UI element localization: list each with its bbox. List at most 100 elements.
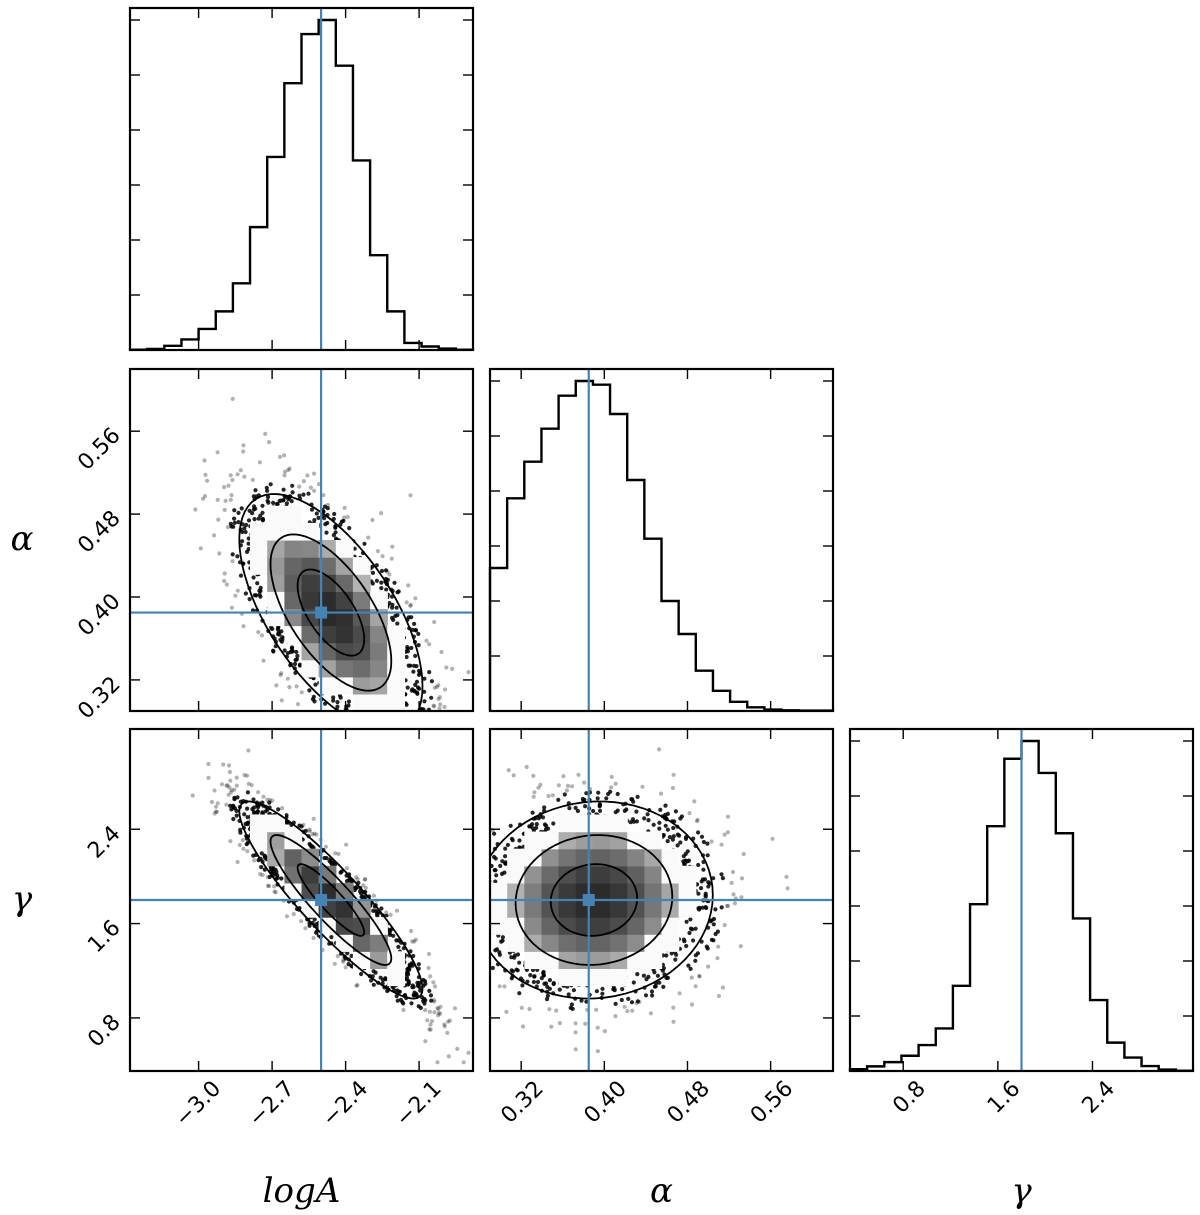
sample-point	[729, 880, 734, 886]
sample-point	[341, 959, 346, 964]
truth-marker	[582, 894, 595, 906]
sample-point	[188, 720, 192, 724]
sample-point	[716, 993, 722, 999]
sample-point	[665, 811, 671, 817]
sample-point	[407, 759, 411, 763]
sample-point	[612, 988, 617, 993]
sample-point	[256, 516, 261, 521]
sample-point	[315, 740, 319, 744]
sample-point	[425, 1018, 430, 1023]
sample-point	[461, 1060, 466, 1065]
sample-point	[688, 926, 694, 931]
sample-point	[258, 872, 263, 877]
sample-point	[332, 961, 337, 966]
sample-point	[386, 733, 390, 737]
sample-point	[339, 869, 344, 874]
sample-point	[671, 1005, 676, 1010]
sample-point	[370, 581, 375, 586]
density-cell	[541, 831, 560, 850]
sample-point	[329, 935, 334, 940]
density-cell	[592, 917, 611, 935]
sample-point	[556, 797, 561, 803]
sample-point	[429, 888, 433, 892]
sample-point	[251, 575, 256, 580]
sample-point	[292, 661, 298, 667]
sample-point	[224, 582, 229, 587]
sample-point	[532, 974, 537, 979]
sample-point	[249, 783, 254, 788]
density-cell	[558, 882, 577, 901]
sample-point	[228, 839, 233, 844]
sample-point	[715, 956, 720, 961]
sample-point	[278, 672, 283, 678]
sample-point	[379, 586, 384, 591]
density-cell	[301, 574, 320, 592]
density-cell	[661, 882, 680, 901]
sample-point	[688, 966, 693, 972]
sample-point	[396, 589, 401, 594]
sample-point	[229, 788, 234, 793]
sample-point	[347, 526, 352, 531]
sample-point	[687, 930, 692, 936]
sample-point	[373, 755, 377, 759]
sample-point	[658, 807, 663, 813]
sample-point	[695, 951, 701, 956]
sample-point	[245, 806, 250, 811]
sample-point	[731, 892, 736, 897]
contour-level-1	[296, 863, 366, 937]
sample-point	[259, 633, 265, 638]
sample-point	[311, 694, 316, 699]
panel-frame-logA-alpha	[128, 367, 475, 713]
sample-point	[252, 810, 257, 816]
sample-point	[645, 812, 650, 817]
sample-point	[245, 849, 250, 854]
sample-point	[252, 517, 257, 522]
sample-point	[423, 1008, 428, 1013]
sample-point	[741, 851, 746, 857]
density-cell	[678, 865, 697, 884]
sample-point	[246, 518, 252, 523]
sample-point	[431, 980, 436, 985]
sample-point	[629, 1000, 635, 1005]
x-tick-label-logA: −2.1	[391, 1076, 446, 1131]
sample-point	[709, 839, 714, 844]
x-tick-label-logA: −2.4	[318, 1076, 373, 1131]
sample-point	[479, 952, 483, 956]
sample-point	[556, 783, 562, 788]
sample-point	[428, 1022, 433, 1027]
sample-point	[477, 903, 481, 907]
sample-point	[594, 1007, 599, 1012]
y-tick-label-alpha: 0.32	[73, 672, 125, 724]
sample-point	[454, 934, 458, 938]
sample-point	[289, 499, 294, 504]
sample-point	[515, 952, 521, 957]
sample-point	[445, 1030, 450, 1035]
sample-point	[385, 732, 389, 736]
sample-point	[269, 625, 274, 630]
sample-point	[684, 943, 689, 949]
sample-point	[591, 808, 596, 814]
sample-point	[361, 724, 365, 728]
sample-point	[428, 1027, 433, 1032]
sample-point	[635, 999, 641, 1004]
sample-point	[595, 796, 600, 801]
sample-point	[720, 876, 726, 881]
sample-point	[427, 1027, 432, 1032]
sample-point	[390, 778, 394, 782]
sample-point	[503, 854, 508, 859]
sample-point	[233, 593, 238, 598]
sample-point	[454, 952, 458, 956]
sample-point	[594, 989, 600, 994]
density-cell	[558, 951, 577, 969]
sample-point	[530, 810, 535, 815]
sample-point	[346, 962, 351, 967]
sample-point	[383, 568, 389, 573]
density-cell	[558, 917, 577, 935]
sample-point	[308, 485, 313, 490]
sample-point	[212, 533, 217, 538]
sample-point	[409, 615, 414, 620]
sample-point	[719, 842, 724, 847]
sample-point	[390, 544, 395, 549]
sample-point	[332, 511, 337, 517]
sample-point	[394, 908, 400, 913]
